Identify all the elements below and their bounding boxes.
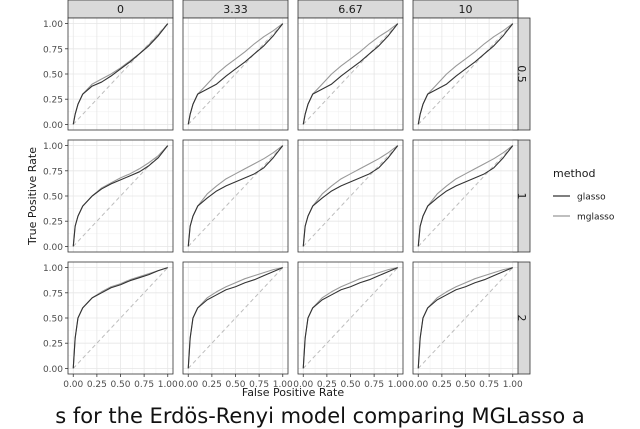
y-tick-label: 0.75 [43, 167, 63, 177]
reference-diagonal [302, 267, 399, 369]
x-axis-title: False Positive Rate [242, 386, 344, 399]
series-line-glasso [417, 145, 514, 247]
column-strip-label: 10 [459, 3, 473, 16]
y-tick-label: 0.00 [43, 121, 63, 131]
x-tick-label: 0.50 [225, 380, 245, 390]
reference-diagonal [417, 267, 514, 369]
x-tick-label: 0.25 [202, 380, 222, 390]
column-strip-label: 6.67 [338, 3, 363, 16]
y-tick-label: 0.25 [43, 340, 63, 350]
panel-border [412, 17, 519, 131]
x-tick-label: 1.00 [273, 380, 293, 390]
reference-diagonal [72, 23, 169, 125]
y-tick-label: 0.75 [43, 45, 63, 55]
series-line-glasso [187, 145, 284, 247]
x-tick-label: 1.00 [503, 380, 523, 390]
y-tick-label: 0.50 [43, 71, 63, 81]
reference-diagonal [187, 23, 284, 125]
column-strip-label: 3.33 [223, 3, 248, 16]
series-line-glasso [417, 23, 514, 125]
legend-label-glasso: glasso [577, 193, 606, 203]
series-line-glasso [302, 23, 399, 125]
y-axis-title: True Positive Rate [26, 147, 39, 246]
panel-border [297, 139, 404, 253]
series-line-glasso [187, 267, 283, 369]
y-tick-label: 0.75 [43, 289, 63, 299]
column-strip-label: 0 [117, 3, 124, 16]
x-tick-label: 1.00 [158, 380, 178, 390]
series-line-glasso [302, 267, 398, 369]
figure-caption: s for the Erdös-Renyi model comparing MG… [55, 404, 585, 428]
x-tick-label: 0.75 [364, 380, 384, 390]
reference-diagonal [187, 145, 284, 247]
reference-diagonal [72, 267, 169, 369]
y-tick-label: 0.00 [43, 365, 63, 375]
y-tick-label: 0.50 [43, 193, 63, 203]
y-tick-label: 1.00 [43, 264, 63, 274]
reference-diagonal [417, 23, 514, 125]
row-strip-label: 1 [515, 193, 528, 200]
series-line-glasso [72, 145, 169, 247]
x-tick-label: 0.00 [178, 380, 198, 390]
x-tick-label: 0.00 [408, 380, 428, 390]
x-tick-label: 0.75 [134, 380, 154, 390]
panel-border [297, 17, 404, 131]
x-tick-label: 0.00 [63, 380, 83, 390]
y-tick-label: 0.25 [43, 96, 63, 106]
x-tick-label: 0.75 [479, 380, 499, 390]
y-tick-label: 0.00 [43, 243, 63, 253]
row-strip-label: 2 [515, 315, 528, 322]
y-tick-label: 0.50 [43, 315, 63, 325]
x-tick-label: 0.25 [87, 380, 107, 390]
reference-diagonal [302, 23, 399, 125]
x-tick-label: 0.25 [317, 380, 337, 390]
x-tick-label: 0.25 [432, 380, 452, 390]
series-line-glasso [72, 267, 168, 369]
y-tick-label: 1.00 [43, 20, 63, 30]
legend-label-mglasso: mglasso [577, 213, 615, 223]
series-line-glasso [302, 145, 399, 247]
x-tick-label: 0.00 [293, 380, 313, 390]
series-line-glasso [187, 23, 284, 125]
legend-title: method [553, 167, 595, 180]
x-tick-label: 0.50 [455, 380, 475, 390]
reference-diagonal [417, 145, 514, 247]
x-tick-label: 0.75 [249, 380, 269, 390]
panel-border [182, 139, 289, 253]
x-tick-label: 1.00 [388, 380, 408, 390]
x-tick-label: 0.50 [110, 380, 130, 390]
reference-diagonal [187, 267, 284, 369]
panel-border [412, 139, 519, 253]
y-tick-label: 0.25 [43, 218, 63, 228]
y-tick-label: 1.00 [43, 142, 63, 152]
panel-border [182, 17, 289, 131]
series-line-glasso [417, 267, 513, 369]
x-tick-label: 0.50 [340, 380, 360, 390]
series-line-glasso [72, 23, 169, 125]
reference-diagonal [302, 145, 399, 247]
